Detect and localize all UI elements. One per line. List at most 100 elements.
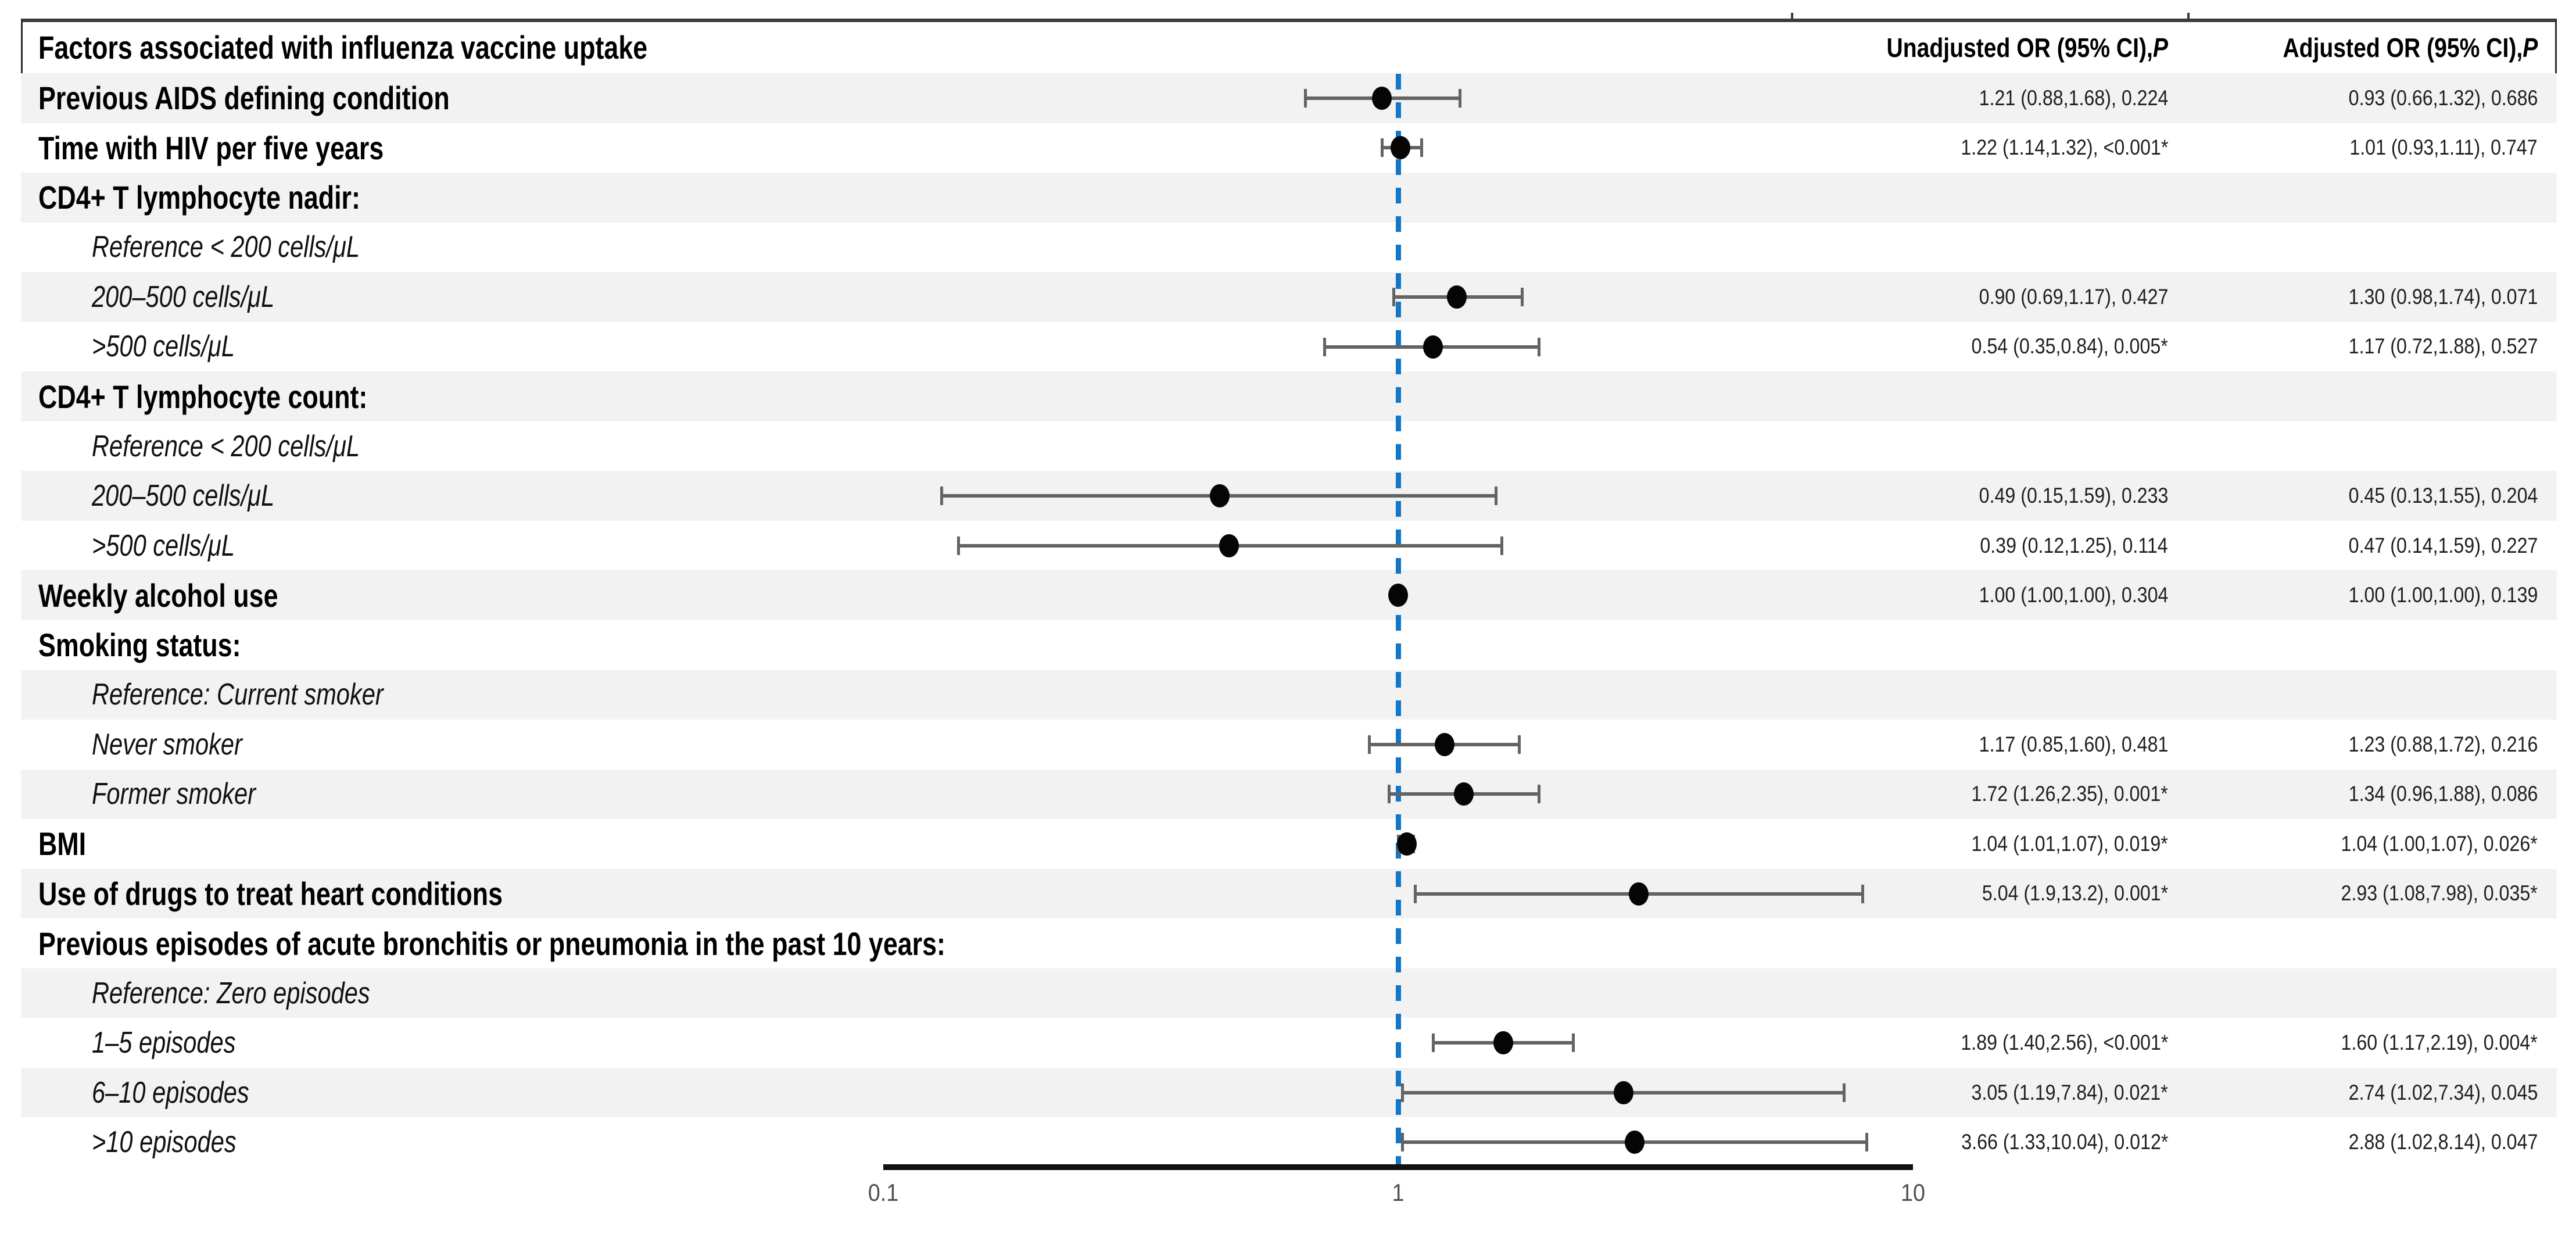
- row-label: CD4+ T lymphocyte nadir:: [38, 179, 360, 216]
- x-axis-line: [883, 1164, 1913, 1170]
- row-band: [21, 222, 2557, 273]
- ci-cap-left: [1387, 785, 1391, 804]
- adjusted-value: 1.34 (0.96,1.88), 0.086: [2348, 782, 2538, 806]
- row-band: [21, 570, 2557, 620]
- adjusted-value: 1.04 (1.00,1.07), 0.026*: [2341, 831, 2538, 856]
- adjusted-value: 1.00 (1.00,1.00), 0.139: [2348, 583, 2538, 607]
- row-label: >500 cells/μL: [92, 330, 235, 364]
- row-band: [21, 720, 2557, 770]
- ci-cap-left: [1368, 735, 1371, 754]
- column-header-unadjusted: Unadjusted OR (95% CI), P: [1887, 22, 2168, 73]
- or-point: [1397, 832, 1417, 856]
- column-header-adjusted: Adjusted OR (95% CI), P: [2283, 22, 2538, 73]
- row-band: [21, 173, 2557, 223]
- row-label: 200–500 cells/μL: [92, 479, 275, 513]
- x-axis-tick-label: 0.1: [868, 1179, 899, 1206]
- row-label: Reference: Zero episodes: [92, 976, 370, 1010]
- ci-cap-right: [1861, 884, 1864, 903]
- ci-cap-left: [1380, 138, 1384, 158]
- row-label: >10 episodes: [92, 1125, 237, 1160]
- ci-cap-left: [1303, 88, 1307, 108]
- row-band: [21, 918, 2557, 968]
- unadjusted-value: 1.21 (0.88,1.68), 0.224: [1979, 85, 2168, 110]
- row-band: [21, 670, 2557, 720]
- or-point: [1493, 1031, 1513, 1055]
- header-notch-right: [2187, 13, 2190, 22]
- ci-cap-left: [956, 536, 960, 555]
- column-header-unadjusted-p: P: [2152, 32, 2168, 63]
- adjusted-value: 1.17 (0.72,1.88), 0.527: [2348, 334, 2538, 359]
- unadjusted-value: 1.17 (0.85,1.60), 0.481: [1979, 732, 2168, 756]
- row-band: [21, 73, 2557, 123]
- adjusted-value: 1.60 (1.17,2.19), 0.004*: [2341, 1031, 2538, 1055]
- or-point: [1613, 1081, 1633, 1104]
- row-label: Never smoker: [92, 727, 242, 761]
- or-point: [1390, 136, 1410, 160]
- unadjusted-value: 0.49 (0.15,1.59), 0.233: [1979, 484, 2168, 508]
- row-band: [21, 620, 2557, 670]
- ci-cap-right: [1520, 287, 1524, 306]
- row-band: [21, 819, 2557, 869]
- unadjusted-value: 1.22 (1.14,1.32), <0.001*: [1960, 135, 2168, 160]
- row-band: [21, 1018, 2557, 1068]
- ci-cap-left: [1431, 1033, 1435, 1053]
- or-point: [1434, 732, 1454, 756]
- or-point: [1628, 882, 1649, 906]
- ci-cap-right: [1495, 487, 1498, 506]
- row-band: [21, 1067, 2557, 1118]
- ci-cap-right: [1865, 1133, 1869, 1152]
- unadjusted-value: 5.04 (1.9,13.2), 0.001*: [1982, 881, 2168, 906]
- row-label: Previous episodes of acute bronchitis or…: [38, 925, 945, 962]
- x-axis-tick-label: 1: [1392, 1179, 1405, 1206]
- unadjusted-value: 0.39 (0.12,1.25), 0.114: [1980, 533, 2168, 557]
- or-point: [1209, 484, 1230, 508]
- row-label: Reference < 200 cells/μL: [92, 230, 360, 264]
- column-header-adjusted-text: Adjusted OR (95% CI),: [2283, 32, 2523, 63]
- row-label: CD4+ T lymphocyte count:: [38, 378, 368, 415]
- unadjusted-value: 1.00 (1.00,1.00), 0.304: [1979, 583, 2168, 607]
- ci-cap-left: [1414, 884, 1417, 903]
- unadjusted-value: 0.90 (0.69,1.17), 0.427: [1979, 284, 2168, 309]
- ci-cap-right: [1572, 1033, 1575, 1053]
- unadjusted-value: 1.89 (1.40,2.56), <0.001*: [1960, 1031, 2168, 1055]
- or-point: [1372, 86, 1392, 110]
- ci-cap-right: [1842, 1083, 1846, 1102]
- header-notch-left: [1791, 13, 1793, 22]
- row-label: Reference < 200 cells/μL: [92, 429, 360, 463]
- adjusted-value: 2.88 (1.02,8.14), 0.047: [2348, 1130, 2538, 1154]
- ci-cap-left: [1401, 1083, 1405, 1102]
- unadjusted-value: 0.54 (0.35,0.84), 0.005*: [1971, 334, 2168, 359]
- or-point: [1219, 534, 1239, 557]
- or-point: [1625, 1131, 1645, 1154]
- or-point: [1423, 335, 1443, 359]
- or-point: [1453, 782, 1474, 806]
- table-top-border: [21, 19, 2557, 22]
- adjusted-value: 0.93 (0.66,1.32), 0.686: [2348, 85, 2538, 110]
- adjusted-value: 0.47 (0.14,1.59), 0.227: [2348, 533, 2538, 557]
- ci-cap-left: [1401, 1133, 1405, 1152]
- row-band: [21, 123, 2557, 173]
- x-axis-tick-label: 10: [1900, 1179, 1926, 1206]
- row-label: Reference: Current smoker: [92, 678, 384, 712]
- row-label: Previous AIDS defining condition: [38, 80, 450, 117]
- row-label: >500 cells/μL: [92, 528, 235, 563]
- or-point: [1446, 285, 1467, 309]
- row-label: Time with HIV per five years: [38, 129, 384, 166]
- ci-cap-right: [1459, 88, 1462, 108]
- adjusted-value: 1.01 (0.93,1.11), 0.747: [2349, 135, 2538, 160]
- row-band: [21, 272, 2557, 322]
- ci-cap-left: [1323, 337, 1327, 356]
- column-header-unadjusted-text: Unadjusted OR (95% CI),: [1886, 32, 2153, 63]
- row-band: [21, 868, 2557, 919]
- reference-line: [1396, 74, 1401, 1165]
- unadjusted-value: 1.04 (1.01,1.07), 0.019*: [1971, 831, 2168, 856]
- row-label: 200–500 cells/μL: [92, 280, 275, 314]
- adjusted-value: 1.30 (0.98,1.74), 0.071: [2348, 284, 2538, 309]
- ci-cap-left: [940, 487, 944, 506]
- row-label: Use of drugs to treat heart conditions: [38, 875, 503, 912]
- row-label: BMI: [38, 825, 87, 863]
- ci-cap-right: [1538, 785, 1541, 804]
- unadjusted-value: 3.66 (1.33,10.04), 0.012*: [1961, 1130, 2168, 1154]
- row-label: Smoking status:: [38, 627, 241, 664]
